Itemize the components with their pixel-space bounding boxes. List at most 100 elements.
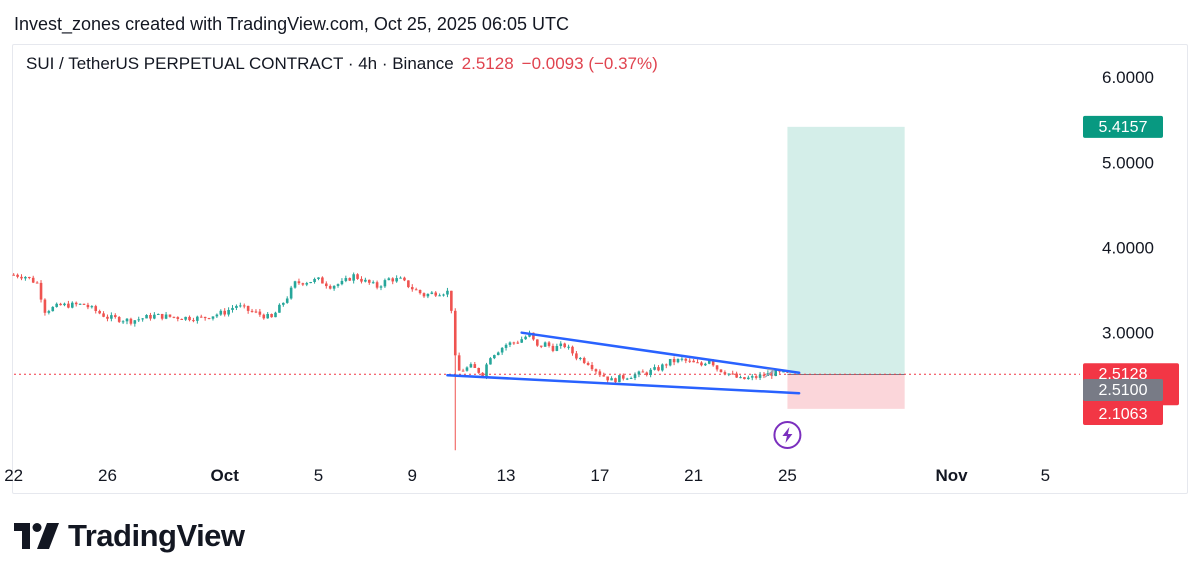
candle-body (184, 316, 187, 320)
candle-body (625, 378, 629, 380)
candle-body (387, 278, 391, 281)
candle-body (141, 318, 144, 320)
candle-body (762, 374, 766, 376)
candle-body (465, 367, 469, 371)
current-price-badge-text: 2.5128 (1099, 366, 1148, 383)
candle-body (203, 316, 207, 319)
lightning-icon (782, 427, 793, 443)
candle-body (754, 376, 758, 378)
x-tick-label: Oct (211, 466, 240, 485)
candle-body (270, 314, 273, 318)
candle-body (426, 293, 430, 297)
candle-body (536, 339, 539, 346)
candle-body (117, 317, 121, 322)
candle-body (289, 287, 293, 299)
candle-body (657, 367, 660, 371)
candle-body (770, 373, 774, 377)
candle-body (563, 343, 566, 348)
candle-body (524, 336, 527, 340)
candle-body (434, 292, 438, 296)
candle-body (676, 358, 680, 363)
candle-body (649, 369, 652, 375)
candle-body (430, 292, 434, 294)
candle-body (606, 376, 609, 381)
candle-body (254, 311, 258, 313)
candle-body (661, 364, 664, 371)
candle-body (192, 320, 195, 322)
chart-credit: Invest_zones created with TradingView.co… (14, 14, 569, 34)
candle-body (559, 343, 563, 346)
candle-body (305, 283, 309, 285)
candle-body (575, 353, 578, 359)
candle-body (453, 310, 457, 356)
candle-body (735, 373, 738, 378)
target-price-badge (1083, 115, 1163, 138)
symbol-info[interactable]: SUI / TetherUS PERPETUAL CONTRACT · 4h ·… (26, 54, 454, 73)
candle-body (223, 310, 226, 315)
candle-body (239, 305, 242, 307)
candle-body (684, 358, 688, 361)
candle-body (719, 369, 723, 373)
candle-body (188, 316, 191, 321)
candle-body (692, 360, 695, 363)
candle-body (317, 277, 320, 279)
stop-price-badge-text: 2.1063 (1099, 406, 1148, 423)
candle-body (328, 286, 332, 289)
entry-price-badge-text: 2.5100 (1099, 382, 1148, 399)
y-tick-label: 6.0000 (1102, 68, 1154, 87)
candle-body (532, 332, 535, 340)
candle-body (672, 358, 676, 363)
candle-body (121, 321, 125, 323)
candle-body (344, 278, 348, 281)
candle-body (410, 287, 414, 290)
candle-body (63, 303, 66, 306)
candle-body (582, 358, 586, 363)
candle-body (51, 306, 55, 312)
candle-body (94, 306, 98, 311)
candle-body (579, 358, 582, 360)
candle-body (485, 364, 488, 377)
candle-body (629, 378, 633, 380)
candle-body (356, 274, 359, 279)
wedge-lower-trendline[interactable] (446, 374, 801, 395)
candle-body (110, 315, 113, 319)
x-tick-label: 17 (590, 466, 609, 485)
candle-body (106, 316, 109, 319)
candle-body (680, 358, 684, 360)
candle-body (539, 345, 543, 347)
candle-body (621, 375, 625, 379)
candle-body (180, 318, 184, 320)
candle-body (457, 355, 461, 371)
candle-body (747, 377, 750, 380)
wedge-upper-trendline[interactable] (520, 331, 801, 374)
stop-zone[interactable] (787, 374, 905, 409)
candle-body (129, 318, 133, 324)
candle-body (450, 290, 453, 311)
target-zone[interactable] (787, 126, 905, 375)
tradingview-logo[interactable]: TradingView (14, 518, 245, 554)
candle-body (176, 317, 180, 319)
candle-body (321, 277, 324, 284)
candle-body (391, 278, 395, 282)
candle-body (758, 374, 762, 378)
candle-body (168, 314, 172, 317)
candle-body (602, 375, 606, 377)
candle-body (39, 282, 43, 300)
candle-body (196, 316, 199, 321)
candle-body (348, 278, 352, 281)
candle-body (688, 360, 692, 362)
candle-body (750, 376, 754, 378)
candle-body (336, 284, 340, 286)
candle-body (125, 318, 129, 322)
candle-body (160, 313, 164, 319)
candle-body (227, 309, 230, 315)
candle-body (422, 293, 426, 297)
y-tick-label: 4.0000 (1102, 238, 1154, 257)
candle-body (375, 282, 379, 288)
entry-price-badge (1083, 379, 1163, 401)
candle-body (31, 277, 35, 283)
candle-body (24, 276, 27, 279)
candle-body (739, 377, 742, 379)
candle-body (67, 303, 70, 308)
